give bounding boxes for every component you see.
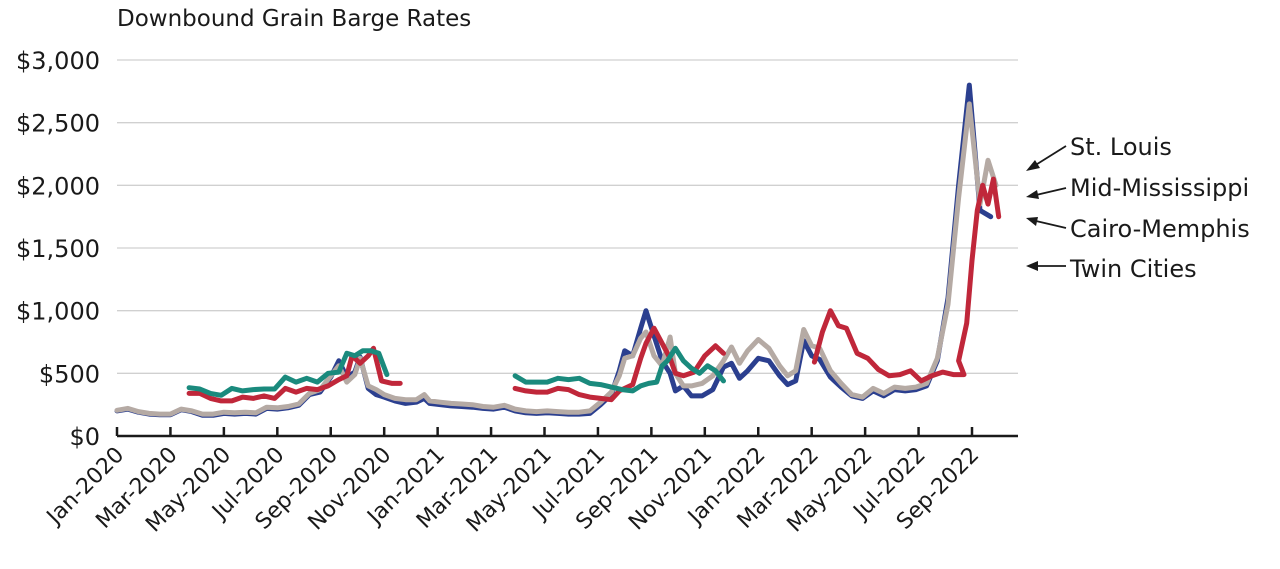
legend-label-mid-mississippi: Mid-Mississippi bbox=[1070, 174, 1249, 202]
y-tick-label: $500 bbox=[39, 360, 100, 388]
legend-label-cairo-memphis: Cairo-Memphis bbox=[1070, 215, 1250, 243]
legend: St. Louis Mid-Mississippi Cairo-Memphis … bbox=[1026, 133, 1250, 283]
series-line-cairo-memphis bbox=[114, 82, 994, 418]
x-axis-tick-labels: Jan-2020Mar-2020May-2020Jul-2020Sep-2020… bbox=[41, 443, 984, 538]
series-lines bbox=[114, 82, 1002, 418]
y-tick-label: $1,000 bbox=[16, 298, 100, 326]
series-line-mid-mississippi bbox=[512, 325, 726, 403]
series-line-twin-cities bbox=[186, 348, 390, 398]
y-tick-label: $2,500 bbox=[16, 110, 100, 138]
gridlines bbox=[117, 59, 1018, 374]
y-axis-tick-labels: $0 $500 $1,000 $1,500 $2,000 $2,500 $3,000 bbox=[16, 47, 100, 451]
chart-title: Downbound Grain Barge Rates bbox=[117, 6, 471, 32]
legend-arrow-st-louis bbox=[1026, 145, 1067, 171]
series-line-mid-mississippi bbox=[811, 176, 1002, 384]
legend-label-twin-cities: Twin Cities bbox=[1069, 255, 1197, 283]
y-tick-label: $1,500 bbox=[16, 235, 100, 263]
y-tick-label: $2,000 bbox=[16, 172, 100, 200]
series-line-twin-cities bbox=[512, 345, 726, 394]
series-line-st-louis bbox=[114, 101, 999, 417]
legend-arrow-cairo-memphis bbox=[1026, 217, 1067, 229]
x-axis bbox=[115, 427, 1018, 438]
legend-label-st-louis: St. Louis bbox=[1070, 133, 1172, 161]
y-tick-label: $3,000 bbox=[16, 47, 100, 75]
y-tick-label: $0 bbox=[69, 423, 100, 451]
legend-arrow-twin-cities bbox=[1026, 261, 1066, 271]
legend-arrow-mid-mississippi bbox=[1026, 187, 1067, 199]
